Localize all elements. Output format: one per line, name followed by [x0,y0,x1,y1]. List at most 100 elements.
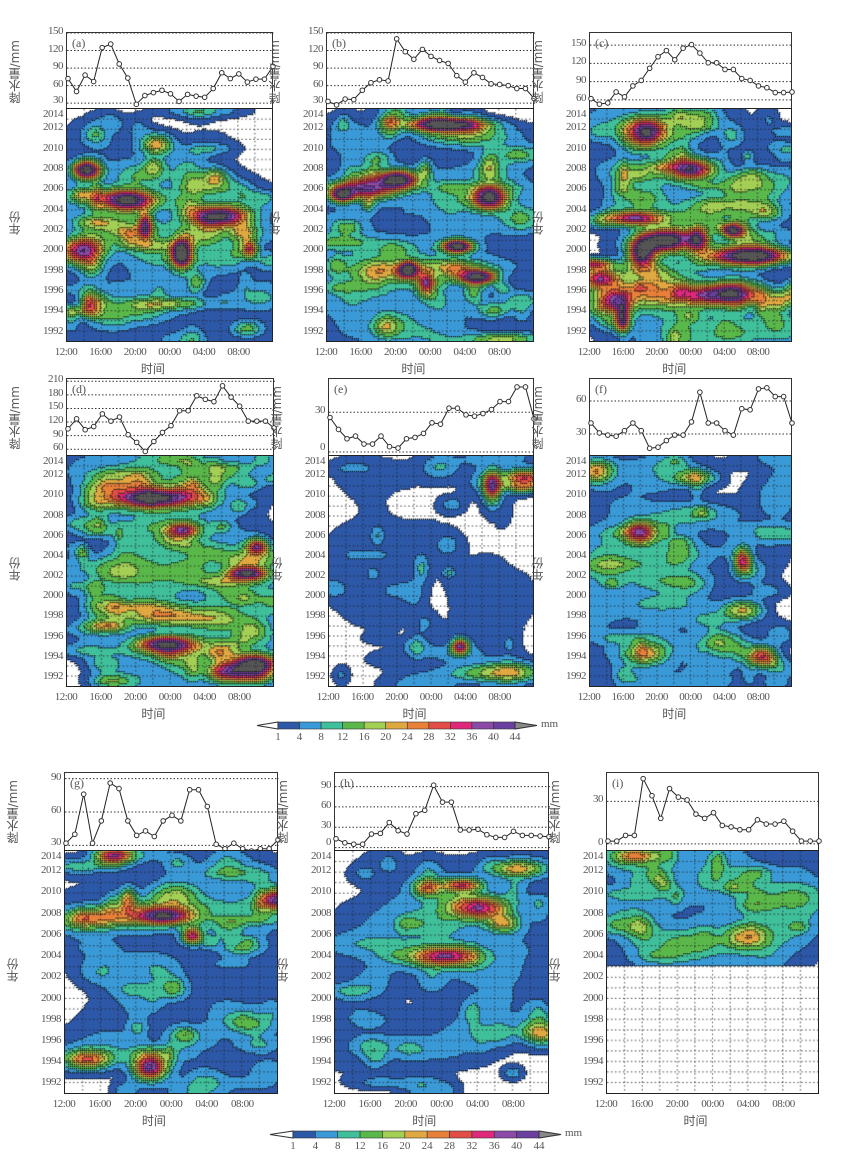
data-point [116,785,122,792]
y-tick-label: 30 [315,404,326,417]
year-tick-label: 2008 [43,508,64,521]
data-point [781,818,787,825]
year-tick-label: 2004 [303,202,324,215]
time-tick-label: 20:00 [665,1098,689,1110]
colorbar-tick-label: 36 [488,1140,500,1152]
line-chart-7 [333,772,552,851]
data-point [697,50,703,56]
data-point [413,810,419,817]
data-point [411,56,417,63]
colorbar-tick-label: 16 [376,1140,388,1152]
data-point [412,434,418,441]
colorbar-1 [269,1130,562,1139]
data-point [159,87,165,94]
data-point [621,427,628,434]
time-tick-label: 04:00 [713,346,736,358]
colorbar-0 [256,721,538,730]
data-point [738,405,745,412]
data-point [488,81,494,87]
line-chart-0 [65,32,276,109]
y-tick-label: 60 [576,393,587,405]
colorbar-tick-label: 8 [334,1140,341,1152]
data-point [335,426,342,433]
data-point [522,384,529,390]
colorbar-segment [516,1130,540,1139]
year-tick-label: 1996 [303,284,324,297]
year-tick-label: 2012 [43,121,64,134]
year-tick-label: 1996 [43,629,64,642]
line-chart-6 [63,772,281,854]
data-point [437,421,444,427]
year-tick-label: 2008 [583,906,604,919]
data-point [227,75,234,82]
year-tick-label: 2004 [305,548,326,561]
precip-field-5 [589,455,792,687]
year-tick-label: 2004 [583,949,604,962]
data-point [402,48,409,55]
data-point [730,66,737,73]
panel-label: (a) [72,36,86,50]
time-tick-label: 08:00 [772,1098,795,1110]
year-tick-label: 1998 [303,263,324,276]
colorbar-segment [337,1130,361,1139]
data-point [151,833,158,840]
year-tick-label: 2014 [566,108,587,120]
data-point [369,441,376,447]
time-tick-label: 12:00 [54,691,78,703]
data-point [630,420,636,426]
data-point [359,87,366,94]
data-point [193,93,199,99]
year-tick-label: 1994 [305,649,326,662]
y-tick-label: 150 [48,400,64,413]
colorbar-tick-label: 4 [312,1140,319,1152]
year-tick-label: 2012 [41,864,62,877]
data-point [151,438,157,445]
data-point [501,834,508,841]
line-chart-svg [605,775,822,845]
data-point [697,389,703,395]
data-point [505,82,512,89]
y-tick-label: 120 [571,55,587,68]
data-point [605,838,611,844]
year-tick-label: 2014 [305,455,326,467]
data-point [167,91,174,97]
data-point [519,832,526,839]
data-point [646,65,653,72]
colorbar-segment [359,1130,383,1139]
colorbar-unit: mm [541,718,559,730]
year-tick-label: 1998 [566,609,587,622]
data-point [457,827,464,833]
data-point [204,803,211,810]
line-chart-svg [63,778,281,854]
year-tick-label: 2012 [566,468,587,481]
data-point [730,432,737,438]
time-tick-label: 08:00 [501,1098,525,1110]
time-axis-label: 时间 [662,362,687,376]
colorbar-segment [471,1130,495,1139]
data-point [688,419,695,425]
year-tick-label: 2004 [566,202,587,215]
data-point [386,819,393,826]
data-point [764,385,770,391]
data-point [65,426,71,432]
year-tick-label: 1998 [311,1012,332,1025]
data-point [722,66,728,73]
time-tick-label: 00:00 [418,346,442,358]
data-point [73,416,80,422]
y-tick-label: 90 [321,778,332,791]
colorbar-tick-label: 16 [358,731,370,743]
series-line [608,777,819,842]
y-tick-label: 90 [313,60,324,73]
year-tick-label: 1992 [41,1076,62,1089]
data-point [176,98,182,105]
year-tick-label: 2004 [43,202,64,215]
year-tick-label: 1998 [41,1012,62,1025]
data-point [342,96,348,102]
y-tick-label: 150 [571,37,587,50]
year-tick-label: 1994 [583,1055,604,1068]
data-point [492,834,499,841]
year-tick-label: 2002 [305,569,326,582]
time-tick-label: 16:00 [611,691,635,703]
data-point [253,76,259,82]
data-point [621,94,628,100]
